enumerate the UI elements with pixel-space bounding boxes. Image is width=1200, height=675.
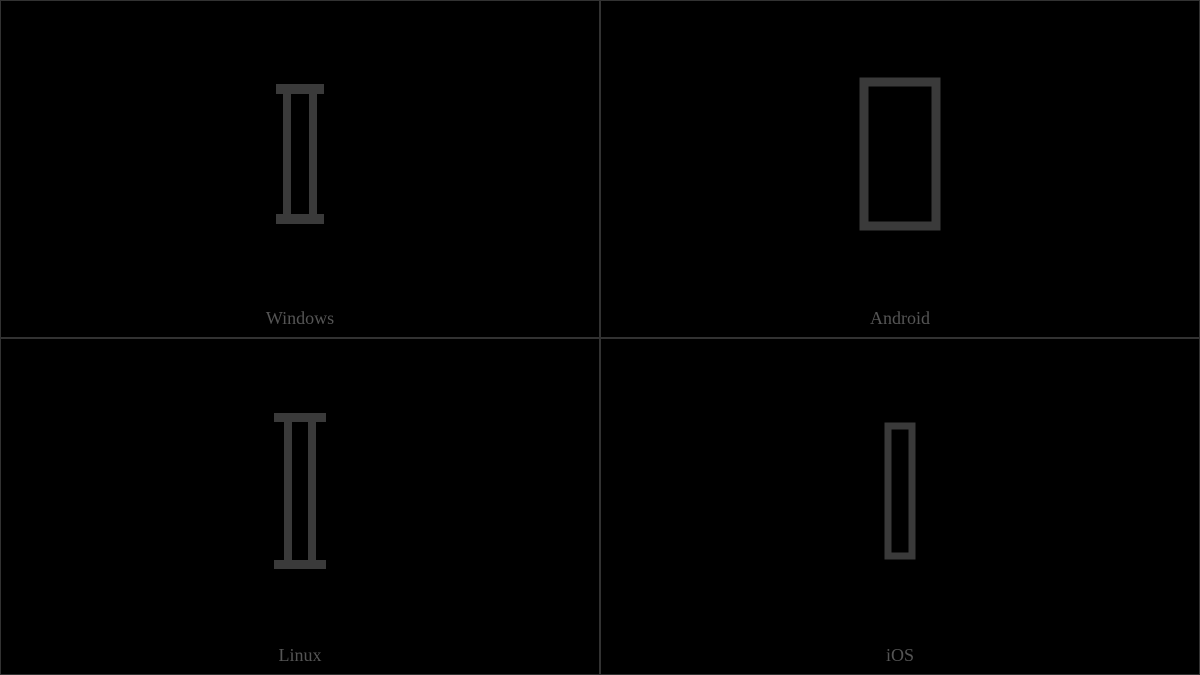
label-windows: Windows	[1, 308, 599, 329]
glyph-android	[601, 1, 1199, 337]
cell-windows: Windows	[0, 0, 600, 338]
cell-linux: Linux	[0, 338, 600, 675]
glyph-svg-ios	[860, 406, 940, 576]
glyph-ios	[601, 339, 1199, 675]
label-android: Android	[601, 308, 1199, 329]
glyph-linux	[1, 339, 599, 675]
cell-ios: iOS	[600, 338, 1200, 675]
cell-android: Android	[600, 0, 1200, 338]
label-ios: iOS	[601, 645, 1199, 666]
glyph-svg-windows	[240, 64, 360, 244]
label-linux: Linux	[1, 645, 599, 666]
glyph-svg-android	[840, 64, 960, 244]
glyph-svg-linux	[240, 391, 360, 591]
comparison-grid: Windows Android Linux iOS	[0, 0, 1200, 675]
glyph-windows	[1, 1, 599, 337]
